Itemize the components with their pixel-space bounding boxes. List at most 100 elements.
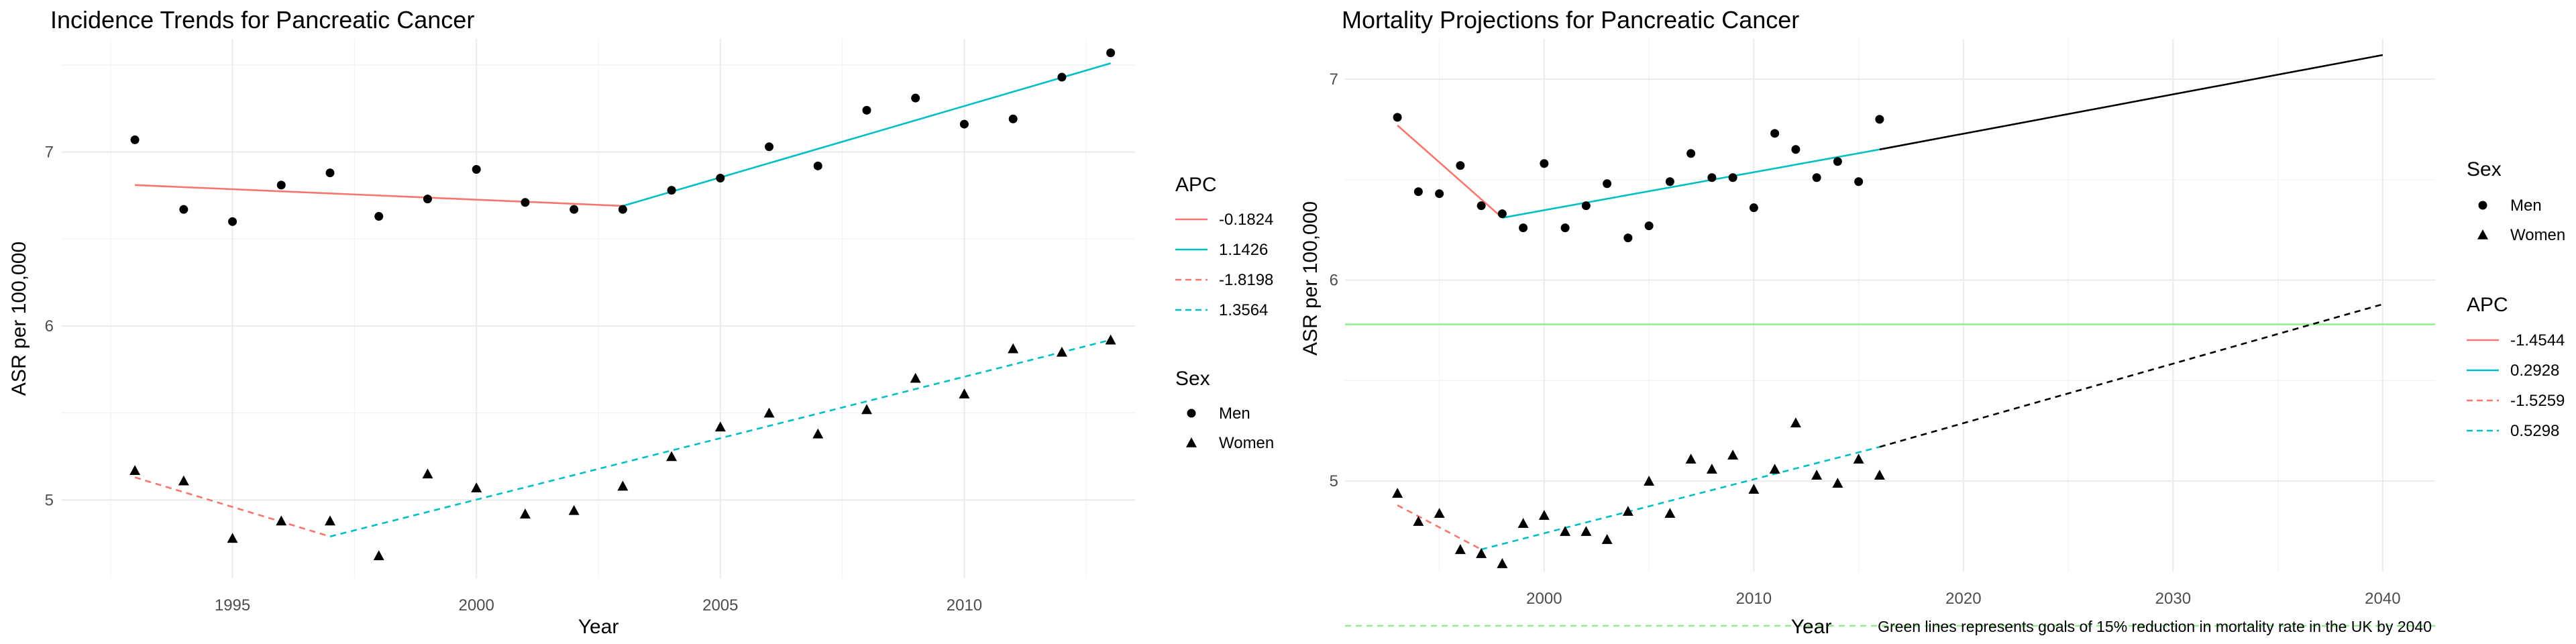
incidence-y-tick-labels: 5 6 7 <box>45 144 54 510</box>
incidence-point-women <box>763 407 775 418</box>
mortality-apc-legend-label: 0.2928 <box>2510 362 2559 380</box>
mortality-apc-legend-entries: -1.4544 0.2928 -1.5259 0.5298 <box>2467 331 2565 440</box>
incidence-point-men <box>1057 72 1067 82</box>
incidence-apc-legend-title: APC <box>1175 174 1217 196</box>
incidence-point-men <box>325 168 335 178</box>
mortality-point-men <box>1581 201 1591 211</box>
mortality-point-men <box>1456 161 1465 170</box>
incidence-point-men <box>374 212 384 221</box>
mortality-point-men <box>1875 115 1884 124</box>
incidence-apc-legend: APC -0.1824 1.1426 -1.8198 1.3564 <box>1175 174 1273 319</box>
incidence-point-men <box>813 161 822 170</box>
mortality-point-men <box>1686 149 1696 158</box>
incidence-point-women <box>178 475 189 486</box>
mortality-point-men <box>1728 173 1737 182</box>
mortality-point-women <box>1454 544 1466 554</box>
mortality-goal-lines <box>1345 323 2435 627</box>
mortality-sex-legend-label: Men <box>2510 197 2542 215</box>
mortality-x-axis-label: Year <box>1791 616 1832 638</box>
mortality-apc-legend-label: -1.5259 <box>2510 392 2565 410</box>
mortality-point-men <box>1854 177 1864 186</box>
incidence-chart: Incidence Trends for Pancreatic Cancer 5… <box>8 6 1274 638</box>
mortality-point-women <box>1853 453 1864 464</box>
incidence-point-women <box>1008 343 1019 354</box>
incidence-x-tick-labels: 1995 2000 2005 2010 <box>215 596 982 614</box>
mortality-point-women <box>1706 464 1717 474</box>
incidence-trend-line-apc--0.1824 <box>135 184 623 207</box>
incidence-sex-legend-label: Men <box>1219 405 1250 423</box>
mortality-point-women <box>1790 417 1801 428</box>
incidence-sex-legend-entries: Men Women <box>1186 405 1274 452</box>
incidence-x-tick-label: 2010 <box>947 596 982 614</box>
mortality-point-women <box>1413 516 1424 526</box>
incidence-point-women <box>812 428 824 439</box>
incidence-sex-legend-key-men <box>1187 409 1196 418</box>
incidence-point-women <box>325 515 335 526</box>
incidence-point-men <box>618 205 627 214</box>
mortality-x-tick-label: 2010 <box>1736 590 1772 608</box>
mortality-apc-legend-title: APC <box>2467 294 2508 316</box>
mortality-trend-line-apc--1.4544 <box>1397 124 1503 219</box>
mortality-point-men <box>1540 159 1549 168</box>
mortality-sex-legend-key-women <box>2477 229 2488 239</box>
mortality-point-women <box>1560 526 1571 536</box>
incidence-point-women <box>276 515 287 526</box>
mortality-trend-line-apc--1.5259 <box>1397 504 1482 551</box>
incidence-point-women <box>666 451 678 462</box>
mortality-y-tick-label: 7 <box>1330 70 1338 89</box>
mortality-point-men <box>1497 209 1507 219</box>
mortality-point-women <box>1769 464 1780 474</box>
mortality-projection-line-women <box>1879 303 2383 448</box>
incidence-point-men <box>423 195 432 204</box>
mortality-point-men <box>1707 173 1717 182</box>
mortality-point-women <box>1811 470 1823 480</box>
mortality-chart-title: Mortality Projections for Pancreatic Can… <box>1342 6 1799 34</box>
mortality-point-men <box>1791 145 1801 154</box>
incidence-point-men <box>228 217 237 226</box>
mortality-sex-legend: Sex Men Women <box>2467 158 2565 244</box>
mortality-point-men <box>1770 129 1780 138</box>
incidence-point-women <box>227 533 238 543</box>
incidence-apc-legend-label: 1.1426 <box>1219 241 1268 259</box>
incidence-x-axis-label: Year <box>578 616 619 638</box>
mortality-point-men <box>1644 221 1654 231</box>
mortality-point-women <box>1685 453 1697 464</box>
mortality-point-men <box>1749 203 1758 213</box>
mortality-x-tick-label: 2020 <box>1945 590 1981 608</box>
incidence-y-axis-label: ASR per 100,000 <box>8 241 30 396</box>
incidence-point-women <box>910 372 921 383</box>
mortality-caption: Green lines represents goals of 15% redu… <box>1878 618 2432 635</box>
mortality-apc-legend-label: -1.4544 <box>2510 331 2565 350</box>
mortality-x-tick-label: 2030 <box>2155 590 2191 608</box>
mortality-point-men <box>1665 177 1674 186</box>
incidence-point-women <box>861 404 872 415</box>
mortality-apc-legend: APC -1.4544 0.2928 -1.5259 0.5298 <box>2467 294 2565 440</box>
mortality-point-women <box>1644 476 1655 486</box>
mortality-point-women <box>1664 508 1676 518</box>
incidence-y-tick-label: 5 <box>45 491 54 509</box>
mortality-trend-line-apc-0.2928 <box>1502 148 1880 219</box>
mortality-point-men <box>1435 189 1444 199</box>
mortality-point-men <box>1413 187 1423 197</box>
incidence-sex-legend-key-women <box>1186 437 1197 447</box>
incidence-sex-legend-title: Sex <box>1175 368 1210 390</box>
mortality-point-women <box>1601 534 1613 544</box>
incidence-trend-line-apc-1.3564 <box>329 339 1111 538</box>
incidence-point-women <box>1105 334 1116 345</box>
incidence-point-men <box>1106 48 1116 58</box>
incidence-point-men <box>716 173 725 182</box>
incidence-point-men <box>472 165 481 174</box>
mortality-x-tick-labels: 2000 2010 2020 2030 2040 <box>1526 590 2400 608</box>
incidence-point-men <box>130 135 140 144</box>
mortality-y-tick-labels: 5 6 7 <box>1330 70 1338 490</box>
incidence-point-men <box>570 205 579 214</box>
mortality-x-tick-label: 2040 <box>2365 590 2400 608</box>
incidence-point-men <box>959 119 969 129</box>
mortality-y-axis-label: ASR per 100,000 <box>1299 201 1322 356</box>
incidence-trend-lines <box>134 62 1112 538</box>
mortality-point-men <box>1477 201 1486 211</box>
incidence-point-women <box>568 504 580 515</box>
incidence-point-men <box>765 142 774 152</box>
